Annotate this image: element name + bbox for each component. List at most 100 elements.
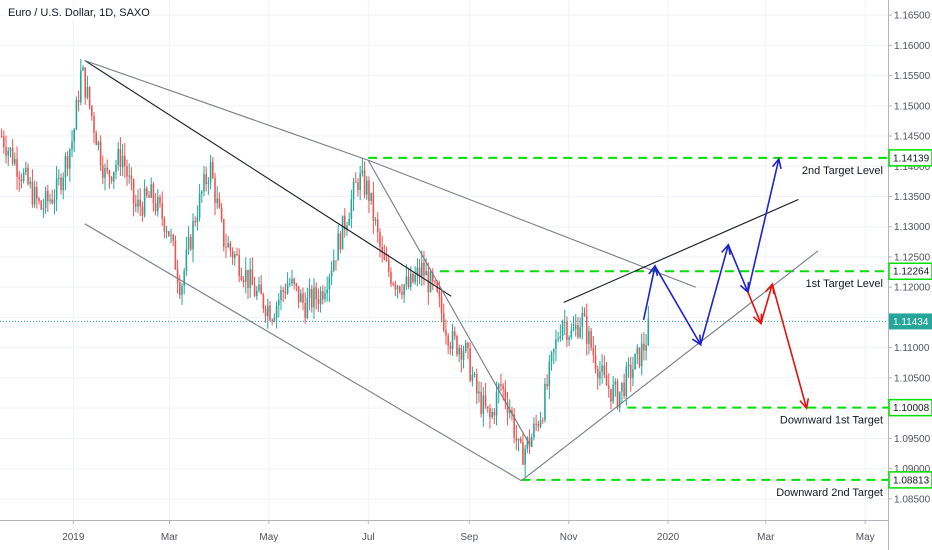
candle-down — [372, 192, 375, 221]
bullish-projection-path[interactable] — [642, 158, 780, 346]
candle-down — [445, 330, 447, 336]
level-price-tag — [888, 262, 932, 280]
trendline[interactable] — [84, 59, 696, 288]
price-tick-label: 1.12500 — [894, 252, 931, 263]
candle-up — [275, 305, 278, 318]
time-tick-label: 2020 — [657, 532, 680, 543]
candle-down — [343, 215, 346, 230]
candle-down — [592, 347, 595, 355]
candle-down — [161, 203, 163, 219]
candle-up — [361, 170, 364, 174]
candle-up — [73, 129, 76, 142]
bearish-arrow-head — [765, 282, 775, 295]
price-tick-label: 1.15500 — [894, 71, 931, 82]
trendline[interactable] — [84, 223, 522, 482]
candle-down — [218, 198, 221, 208]
candle-down — [212, 161, 214, 178]
candle-down — [40, 201, 43, 210]
candle-down — [102, 165, 104, 178]
candle-up — [508, 410, 511, 414]
candle-up — [128, 175, 130, 177]
candle-up — [150, 184, 152, 198]
candle-up — [574, 324, 577, 329]
candle-up — [249, 269, 251, 288]
price-axis[interactable]: 1.085001.090001.095001.100001.105001.110… — [888, 0, 932, 550]
trendline[interactable] — [563, 199, 799, 303]
candle-down — [174, 240, 177, 270]
candle-up — [640, 343, 643, 366]
candle-down — [583, 313, 586, 316]
candle-up — [544, 383, 546, 421]
candle-up — [403, 284, 405, 295]
candle-up — [277, 300, 280, 306]
candle-down — [376, 219, 379, 233]
candle-down — [423, 262, 425, 276]
trendline[interactable] — [84, 60, 452, 297]
time-tick-label: May — [856, 532, 875, 543]
candle-down — [398, 286, 401, 292]
candle-down — [453, 331, 456, 337]
candle-down — [247, 270, 249, 288]
level-price-tag — [888, 149, 932, 167]
time-axis[interactable]: 2019 Mar May Jul Sep Nov 2020 Mar May — [0, 520, 888, 543]
candle-up — [495, 391, 498, 416]
candle-down — [264, 308, 267, 317]
candle-down — [489, 408, 491, 418]
candle-up — [308, 289, 311, 298]
bearish-projection-path[interactable] — [747, 283, 808, 409]
candle-up — [14, 158, 16, 164]
candle-up — [539, 420, 542, 427]
candle-up — [7, 150, 10, 156]
time-tick-label: 2019 — [62, 532, 85, 543]
candle-up — [647, 318, 650, 345]
candle-up — [627, 364, 630, 367]
candle-down — [585, 315, 588, 344]
candle-up — [559, 336, 562, 339]
candle-down — [401, 291, 403, 295]
candle-down — [442, 313, 445, 331]
candle-down — [383, 252, 386, 260]
candle-up — [370, 192, 372, 201]
candle-up — [365, 180, 368, 195]
candle-down — [253, 284, 256, 297]
candle-down — [603, 365, 606, 376]
candle-up — [497, 384, 500, 392]
candle-down — [590, 331, 592, 348]
candle-up — [568, 337, 570, 340]
candle-down — [242, 280, 245, 282]
candle-up — [183, 270, 185, 286]
candle-down — [295, 283, 298, 287]
time-tick-label: May — [259, 532, 278, 543]
candle-up — [207, 182, 210, 184]
candle-up — [9, 148, 12, 151]
candle-up — [359, 173, 361, 190]
candle-up — [104, 167, 106, 178]
candle-up — [330, 270, 333, 277]
candle-down — [467, 342, 469, 349]
trendline[interactable] — [367, 159, 531, 445]
bullish-arrow-head — [721, 243, 731, 255]
candle-down — [159, 197, 161, 204]
candle-up — [524, 448, 526, 465]
bearish-arrow-head — [752, 313, 763, 326]
candle-up — [33, 186, 36, 205]
candle-up — [533, 423, 535, 438]
candle-down — [214, 177, 216, 203]
level-price-tag — [888, 398, 932, 417]
candle-up — [337, 233, 339, 261]
candle-down — [152, 184, 155, 204]
candle-up — [348, 218, 350, 226]
candle-down — [110, 176, 113, 182]
candle-down — [194, 221, 196, 223]
candle-down — [229, 243, 232, 251]
candle-up — [157, 197, 159, 212]
candle-up — [216, 198, 218, 203]
candle-down — [390, 272, 392, 284]
candle-up — [429, 271, 432, 292]
time-tick-label: Jul — [362, 532, 375, 543]
candle-down — [412, 273, 414, 283]
candle-down — [522, 442, 524, 465]
candle-down — [363, 170, 366, 195]
